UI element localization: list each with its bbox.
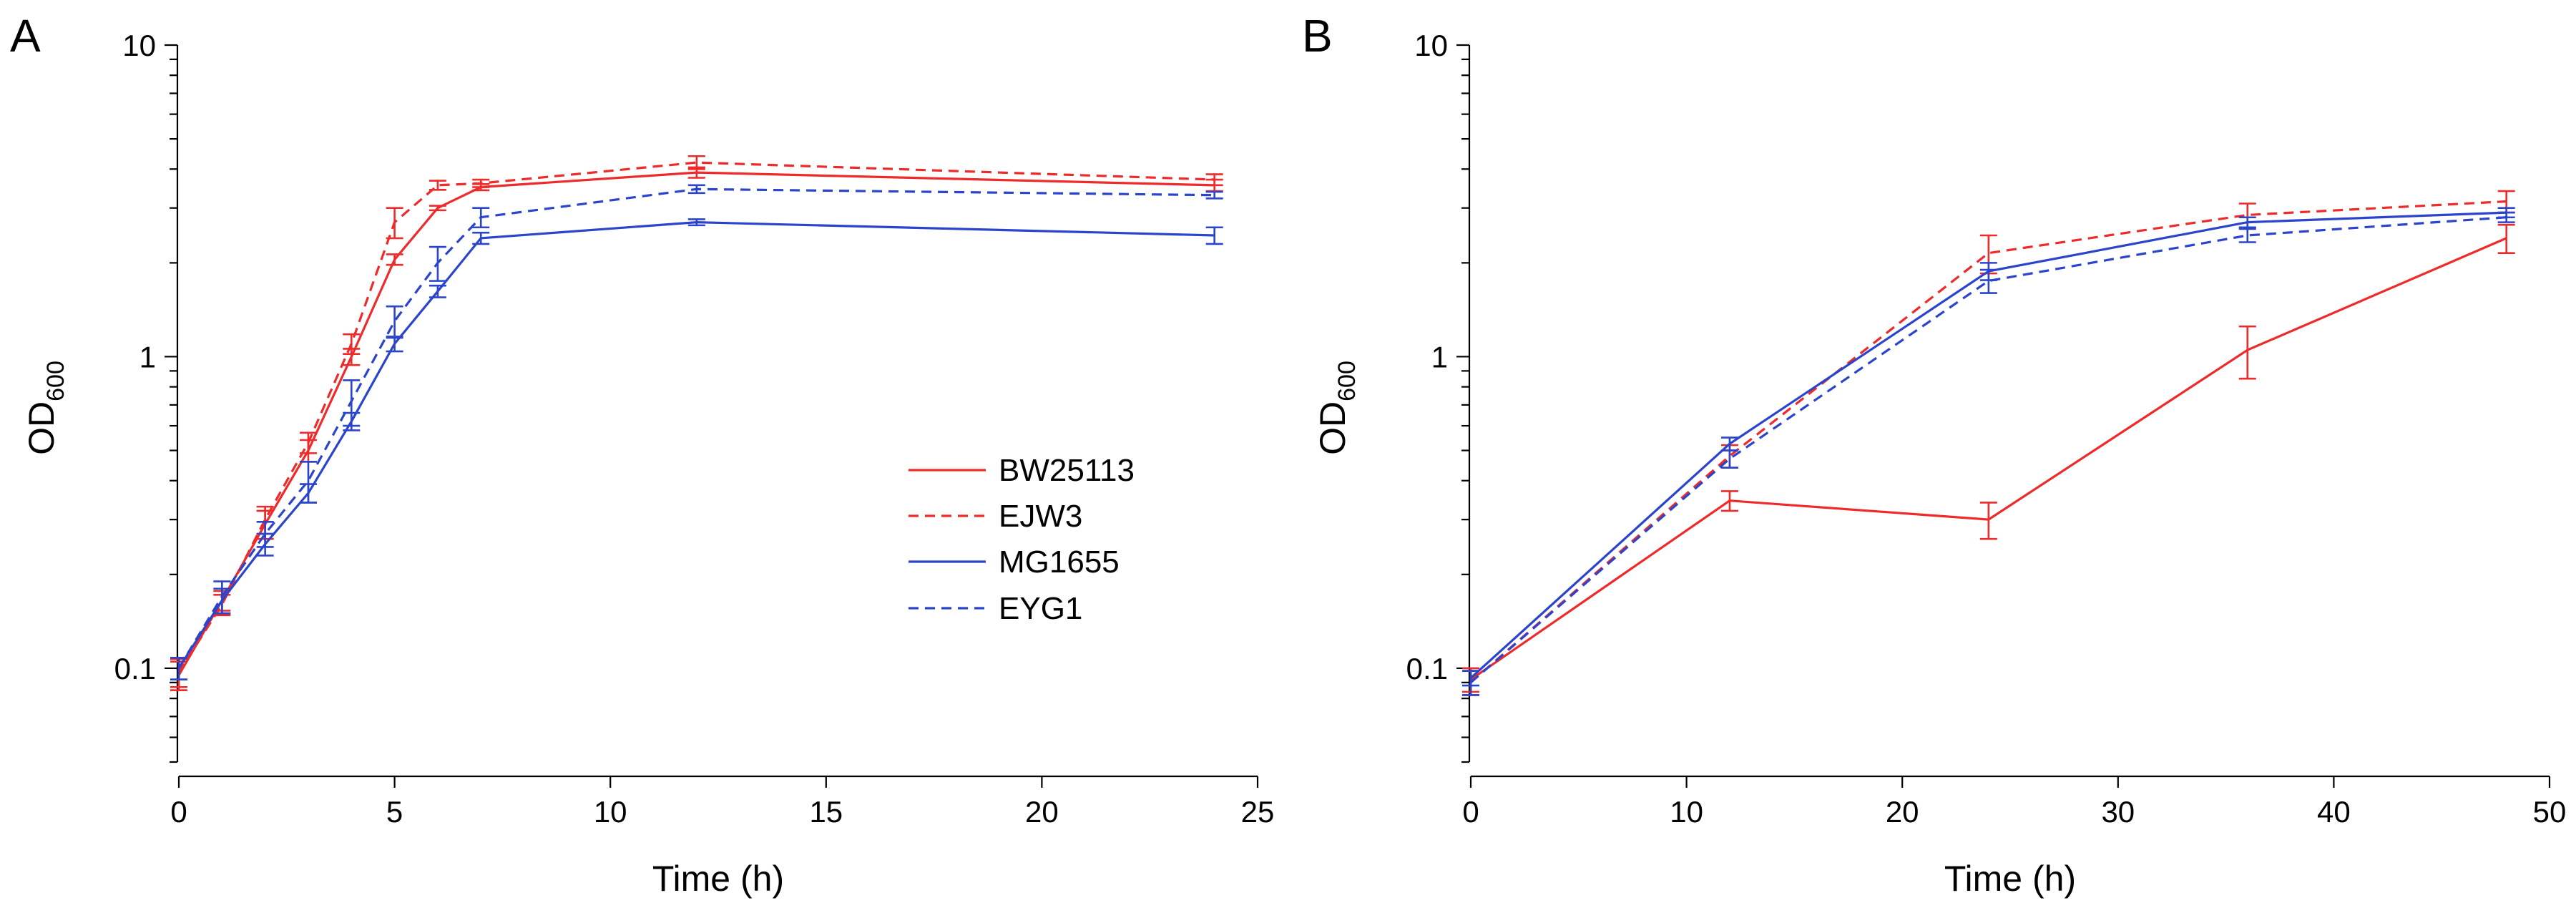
panel-a-errorbar-ejw3 (386, 207, 403, 240)
panel-b-y-tick-label: 0.1 (1406, 652, 1448, 685)
legend-label-mg1655: MG1655 (999, 545, 1120, 580)
panel-a-errorbar-ejw3 (1205, 173, 1223, 187)
panel-a-line-bw25113 (177, 171, 1215, 676)
panel-a-line-ejw3 (177, 161, 1215, 673)
panel-b-x-tick-label: 10 (1670, 795, 1703, 829)
panel-a-errorbar-eyg1 (256, 521, 274, 548)
panel-b-y-title-main: OD (1313, 401, 1353, 455)
panel-b-letter: B (1302, 10, 1333, 62)
legend-entry-ejw3: EJW3 (909, 499, 1082, 534)
panel-b-y-axis-title: OD600 (1313, 361, 1361, 455)
panel-a-errorbar-ejw3 (472, 178, 490, 188)
panel-a-y-tick-label: 1 (139, 340, 156, 373)
panel-b-ticks: 0 10 20 30 40 50 0.1 1 10 (1406, 29, 2567, 829)
panel-a-errorbar-eyg1 (687, 184, 705, 195)
panel-a-line-mg1655 (177, 220, 1215, 669)
panel-b-errorbar-eyg1 (1462, 670, 1479, 696)
panel-a-errorbar-ejw3 (299, 431, 317, 454)
panel-b-errorbar-eyg1 (1979, 268, 1997, 294)
panel-a-errorbar-mg1655 (386, 336, 403, 353)
panel-b-series-layer (1462, 190, 2515, 696)
panel-a-x-tick-label: 10 (594, 795, 627, 829)
panel-a-x-tick-label: 20 (1025, 795, 1059, 829)
panel-b-errorbar-bw25113 (2497, 223, 2515, 254)
legend-entry-bw25113: BW25113 (909, 453, 1135, 488)
panel-b-errorbar-eyg1 (2238, 228, 2256, 243)
panel-a-chart: A 0 5 10 15 20 25 0.1 1 10 Time (h) OD600 BW2511… (10, 10, 1274, 899)
panel-a-y-tick-label: 10 (122, 29, 156, 62)
panel-b-x-tick-label: 50 (2533, 795, 2567, 829)
panel-a-errorbar-eyg1 (428, 245, 446, 282)
panel-a-errorbar-eyg1 (343, 379, 361, 427)
panel-b-x-tick-label: 30 (2101, 795, 2135, 829)
panel-a-y-tick-label: 0.1 (114, 652, 156, 685)
panel-b-line-eyg1 (1469, 216, 2507, 684)
panel-b-series-eyg1 (1462, 211, 2515, 696)
panel-b-errorbar-bw25113 (1979, 502, 1997, 540)
panel-b-y-tick-label: 10 (1414, 29, 1448, 62)
panel-a-errorbar-mg1655 (1205, 226, 1223, 245)
legend: BW25113 EJW3 MG1655 EYG1 (909, 453, 1135, 626)
legend-label-eyg1: EYG1 (999, 591, 1082, 626)
panel-a-errorbar-eyg1 (213, 580, 231, 615)
panel-b-errorbar-eyg1 (1720, 449, 1738, 469)
panel-b-line-bw25113 (1470, 237, 2507, 681)
panel-b-y-title-subscript: 600 (1333, 361, 1361, 401)
panel-a-x-axis-title: Time (h) (652, 859, 784, 899)
panel-a-x-tick-label: 5 (386, 795, 403, 829)
panel-a-x-tick-label: 15 (809, 795, 843, 829)
panel-a-errorbar-eyg1 (299, 461, 317, 504)
panel-a-letter: A (10, 10, 41, 62)
panel-a-errorbar-ejw3 (687, 155, 705, 170)
panel-a-series-layer (170, 155, 1223, 691)
panel-a-errorbar-mg1655 (428, 284, 446, 298)
panel-a-x-tick-label: 25 (1241, 795, 1275, 829)
panel-b-x-axis-title: Time (h) (1944, 859, 2076, 899)
panel-a-series-eyg1 (170, 184, 1223, 680)
panel-b-series-bw25113 (1462, 223, 2515, 693)
panel-b-y-tick-label: 1 (1431, 340, 1448, 373)
panel-a-errorbar-bw25113 (386, 253, 403, 266)
panel-a-ticks: 0 5 10 15 20 25 0.1 1 10 (114, 29, 1275, 829)
panel-a-x-tick-label: 0 (170, 795, 187, 829)
panel-b-x-tick-label: 40 (2317, 795, 2351, 829)
panel-b-errorbar-bw25113 (2238, 325, 2256, 380)
panel-a-errorbar-eyg1 (472, 207, 490, 229)
panel-b-chart: B 0 10 20 30 40 50 0.1 1 10 Time (h) OD600 (1302, 10, 2566, 899)
panel-a-y-title-main: OD (21, 401, 62, 455)
legend-label-bw25113: BW25113 (999, 453, 1135, 488)
panel-b-x-tick-label: 0 (1462, 795, 1479, 829)
panel-a-errorbar-bw25113 (428, 205, 446, 212)
panel-a-errorbar-eyg1 (170, 657, 187, 680)
legend-label-ejw3: EJW3 (999, 499, 1082, 534)
panel-a-errorbar-eyg1 (386, 305, 403, 339)
panel-a-errorbar-mg1655 (687, 218, 705, 227)
panel-a-line-eyg1 (177, 187, 1215, 669)
legend-entry-eyg1: EYG1 (909, 591, 1082, 626)
panel-a-y-title-subscript: 600 (42, 361, 69, 401)
panel-a-y-axis-title: OD600 (21, 361, 69, 455)
panel-a-errorbar-eyg1 (1205, 190, 1223, 200)
panel-b-errorbar-eyg1 (2497, 211, 2515, 223)
panel-b-errorbar-bw25113 (1720, 490, 1738, 512)
panel-b-line-ejw3 (1469, 200, 2507, 684)
panel-a-errorbar-ejw3 (428, 180, 446, 191)
panel-b-x-tick-label: 20 (1886, 795, 1919, 829)
panel-b-errorbar-mg1655 (2238, 216, 2256, 229)
panel-a-errorbar-ejw3 (343, 333, 361, 356)
legend-entry-mg1655: MG1655 (909, 545, 1120, 580)
panel-a-errorbar-mg1655 (472, 231, 490, 245)
